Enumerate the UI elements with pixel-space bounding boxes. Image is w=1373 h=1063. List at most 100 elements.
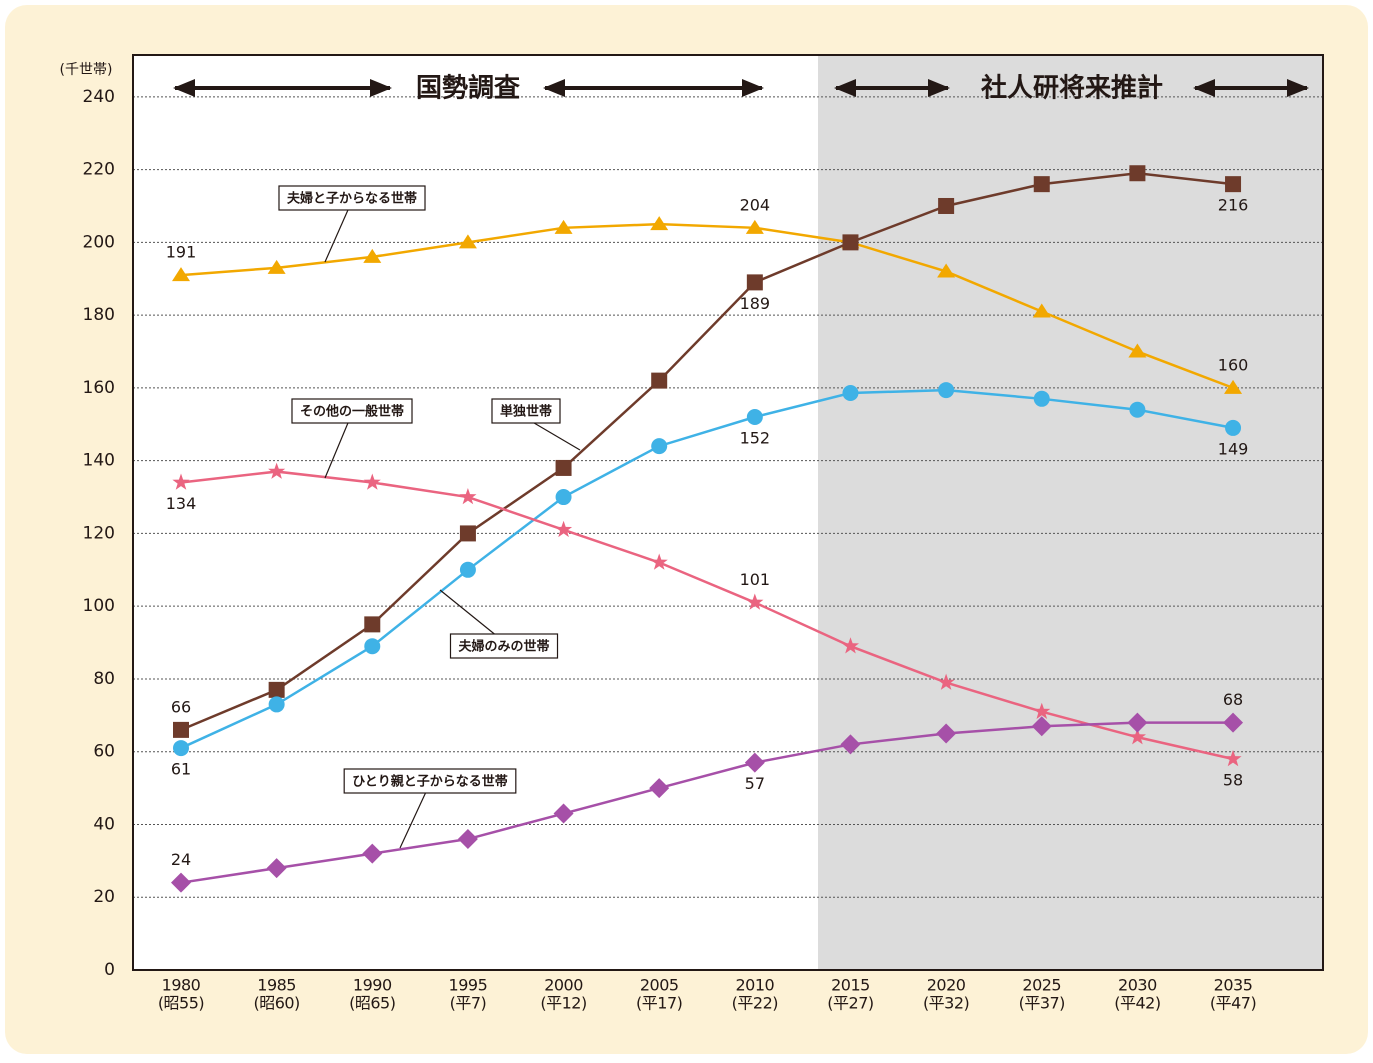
series-callout: ひとり親と子からなる世帯 (343, 768, 517, 849)
x-tick-era: (平22) (732, 994, 778, 1013)
y-tick-label: 100 (83, 596, 115, 616)
series-line (180, 470, 1234, 761)
point (1033, 176, 1050, 193)
data-label: 160 (1218, 355, 1249, 374)
data-label: 216 (1218, 196, 1249, 215)
point (555, 459, 572, 476)
leader-line (399, 792, 427, 849)
callout-box (343, 768, 517, 794)
data-label: 189 (740, 294, 771, 313)
x-tick-label: 2025 (1022, 976, 1061, 995)
leader-line (324, 209, 349, 263)
data-label: 24 (171, 850, 191, 869)
data-label: 152 (740, 428, 771, 447)
arrow-head (834, 79, 856, 97)
period-label: 国勢調査 (416, 73, 520, 104)
point (651, 372, 668, 389)
x-tick-label: 2020 (927, 976, 966, 995)
point (1031, 716, 1052, 737)
point (173, 740, 189, 757)
callout-box (278, 185, 426, 211)
x-tick-era: (平12) (540, 994, 586, 1013)
legend-label: 夫婦と子からなる世帯 (287, 191, 417, 207)
x-tick-era: (平37) (1019, 994, 1065, 1013)
point (1033, 390, 1050, 407)
point (1032, 303, 1051, 318)
x-tick-label: 1995 (449, 976, 488, 995)
point (268, 681, 285, 698)
leader-line (533, 422, 581, 451)
x-tick-era: (昭65) (349, 994, 395, 1013)
x-tick-era: (平32) (923, 994, 969, 1013)
point (268, 696, 285, 713)
point (553, 803, 574, 824)
callout-box (449, 633, 559, 659)
point (459, 561, 476, 578)
data-label: 134 (166, 494, 197, 513)
legend-label: その他の一般世帯 (300, 404, 404, 420)
period-label: 社人研将来推計 (981, 73, 1163, 104)
series-line (180, 171, 1234, 732)
point (937, 673, 955, 690)
arrow-head (928, 79, 950, 97)
y-tick-label: 40 (93, 814, 115, 834)
point (267, 259, 286, 274)
x-tick-label: 1990 (353, 976, 392, 995)
callout-box (491, 398, 561, 424)
y-tick-label: 240 (83, 87, 115, 107)
x-tick-label: 2010 (735, 976, 774, 995)
series-callout: 夫婦と子からなる世帯 (278, 185, 426, 263)
arrow-head (1287, 79, 1309, 97)
leader-line (439, 589, 495, 635)
x-tick-label: 1985 (257, 976, 296, 995)
series-line (180, 222, 1234, 390)
point (172, 473, 190, 490)
x-tick-era: (平17) (636, 994, 682, 1013)
point (266, 858, 287, 879)
point (649, 778, 670, 799)
point (650, 553, 668, 570)
point (651, 438, 668, 455)
point (746, 593, 764, 610)
y-tick-label: 160 (83, 378, 115, 398)
data-label: 101 (740, 570, 771, 589)
leader-line (324, 422, 349, 479)
point (555, 489, 572, 506)
series-callout: 単独世帯 (491, 398, 581, 451)
point (746, 408, 763, 425)
plot-border (132, 54, 1324, 971)
point (459, 488, 477, 505)
point (268, 462, 286, 479)
arrow-head (742, 79, 764, 97)
point (459, 525, 476, 542)
point (1033, 702, 1051, 719)
point (363, 473, 381, 490)
y-tick-label: 0 (104, 960, 115, 980)
point (746, 274, 763, 291)
point (937, 263, 956, 278)
point (842, 384, 859, 401)
x-tick-era: (平47) (1210, 994, 1256, 1013)
data-label: 204 (740, 195, 771, 214)
x-tick-era: (平27) (827, 994, 873, 1013)
point (1129, 401, 1146, 418)
point (1129, 165, 1146, 182)
x-tick-label: 2035 (1214, 976, 1253, 995)
point (457, 829, 478, 850)
data-label: 149 (1218, 439, 1249, 458)
arrow-head (543, 79, 565, 97)
point (650, 216, 669, 231)
point (1223, 712, 1244, 733)
x-tick-era: (平42) (1114, 994, 1160, 1013)
point (744, 752, 765, 773)
y-tick-label: 180 (83, 305, 115, 325)
data-label: 66 (171, 697, 191, 716)
x-tick-era: (昭55) (158, 994, 204, 1013)
y-tick-label: 80 (93, 669, 115, 689)
y-tick-label: 20 (93, 887, 115, 907)
series-callout: 夫婦のみの世帯 (439, 589, 559, 659)
x-tick-label: 2030 (1118, 976, 1157, 995)
point (555, 520, 573, 538)
y-tick-label: 140 (83, 451, 115, 471)
